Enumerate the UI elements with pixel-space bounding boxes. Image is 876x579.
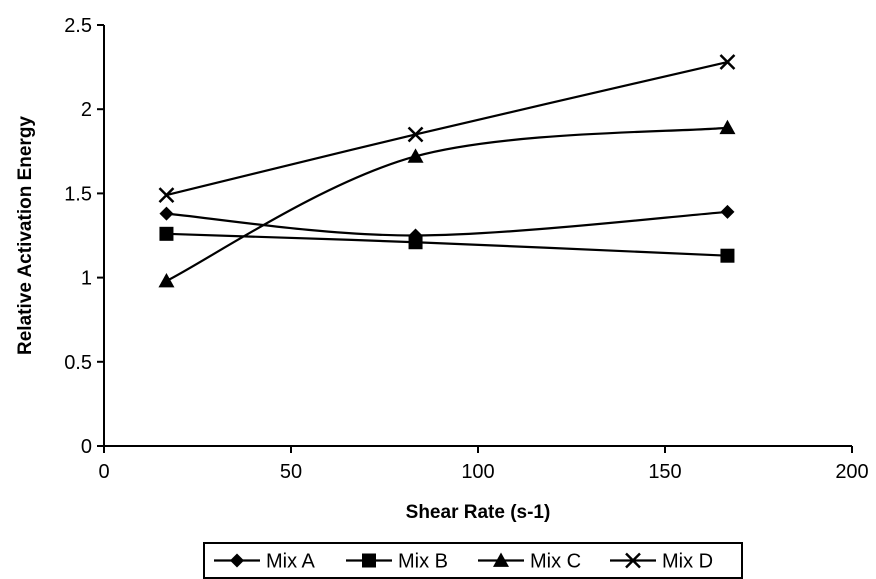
data-point-mix-b [159, 226, 174, 241]
y-tick-label: 1.5 [64, 183, 92, 205]
legend: Mix A Mix B Mix C Mix D [203, 542, 743, 579]
series-line-mix-b [166, 232, 728, 257]
y-tick-label: 1 [81, 268, 92, 290]
axes [97, 24, 853, 453]
legend-label: Mix A [266, 551, 316, 573]
series-line-mix-c [165, 126, 728, 282]
data-point-mix-b [408, 235, 423, 250]
y-tick-label: 0 [81, 436, 92, 458]
data-point-mix-d [407, 126, 424, 143]
x-tick-label: 200 [835, 461, 868, 483]
legend-marker-mix-a [230, 553, 244, 568]
x-tick-label: 100 [461, 461, 494, 483]
data-point-mix-c [407, 148, 424, 163]
legend-item-mix-a: Mix A [214, 551, 316, 573]
legend-item-mix-b: Mix B [346, 551, 448, 573]
legend-marker-mix-c [493, 552, 509, 567]
legend-label: Mix C [530, 551, 581, 573]
data-point-mix-a [159, 206, 174, 221]
legend-item-mix-c: Mix C [478, 551, 581, 573]
legend-marker-mix-b [362, 553, 376, 568]
data-point-mix-a [720, 204, 735, 219]
data-point-mix-b [720, 248, 735, 263]
data-point-mix-d [158, 187, 175, 203]
y-tick-label: 0.5 [64, 352, 92, 374]
series-line-mix-d [166, 60, 728, 197]
series-lines [165, 60, 728, 282]
legend-label: Mix B [398, 551, 448, 573]
data-point-mix-d [719, 54, 736, 70]
series-markers [158, 54, 736, 288]
x-tick-label: 0 [98, 461, 109, 483]
y-axis-title: Relative Activation Energy [15, 116, 36, 355]
x-axis-title: Shear Rate (s-1) [406, 502, 551, 523]
legend-marker-mix-d [625, 552, 641, 569]
legend-item-mix-d: Mix D [610, 551, 713, 573]
data-point-mix-c [719, 119, 736, 135]
x-tick-label: 150 [648, 461, 681, 483]
data-point-mix-c [158, 272, 175, 288]
y-tick-label: 2 [81, 99, 92, 121]
x-tick-label: 50 [280, 461, 302, 483]
legend-label: Mix D [662, 551, 713, 573]
tick-labels: 0 0.5 1 1.5 2 2.5 0 50 100 150 200 [64, 15, 869, 483]
y-tick-label: 2.5 [64, 15, 92, 37]
